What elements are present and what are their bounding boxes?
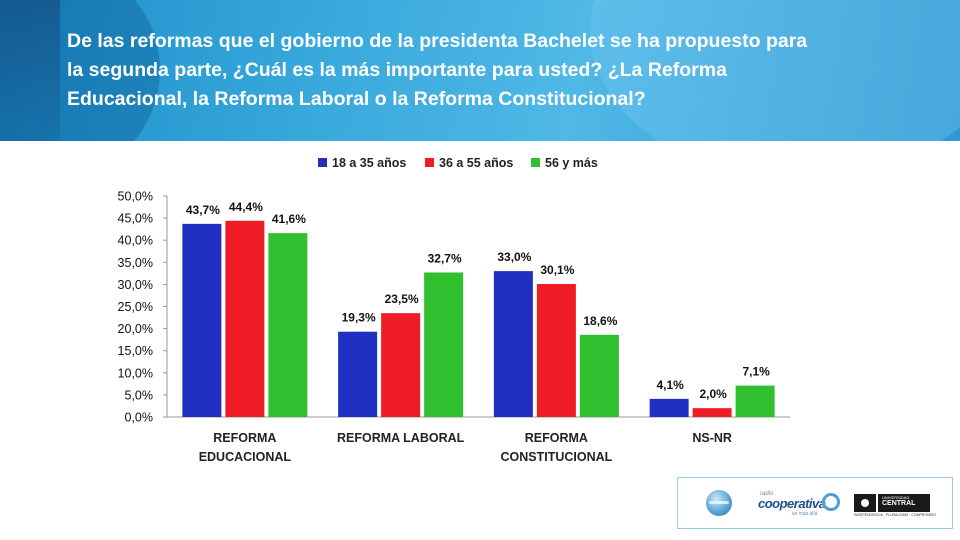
- x-category-label: REFORMA: [213, 431, 276, 445]
- bar: [338, 331, 378, 417]
- bar: [579, 334, 619, 417]
- university-logo-bar: [878, 494, 930, 512]
- x-category-label: REFORMA LABORAL: [337, 431, 465, 445]
- y-tick-label: 50,0%: [118, 190, 153, 204]
- x-category-label: CONSTITUCIONAL: [500, 450, 612, 464]
- bar: [225, 220, 265, 417]
- globe-logo-icon: [706, 490, 732, 516]
- data-label: 30,1%: [540, 263, 574, 277]
- universidad-central-logo: UNIVERSIDAD CENTRAL INDEPENDENCIA · PLUR…: [854, 492, 938, 518]
- header-decoration: [0, 0, 60, 141]
- y-tick-label: 30,0%: [118, 278, 153, 292]
- chart-container: 0,0% 5,0% 10,0% 15,0% 20,0% 25,0% 30,0% 35,0% 40…: [0, 141, 960, 481]
- cooperativa-logo-small: radio: [760, 491, 774, 497]
- data-label: 32,7%: [428, 251, 462, 265]
- bar: [493, 271, 533, 417]
- cooperativa-logo-tagline: se más allá: [792, 511, 818, 517]
- university-logo-small: UNIVERSIDAD: [882, 495, 910, 500]
- data-label: 43,7%: [186, 203, 220, 217]
- header-decoration: [590, 0, 960, 141]
- y-tick-label: 0,0%: [125, 411, 154, 425]
- cooperativa-ring-icon: [822, 493, 840, 511]
- x-category-label: REFORMA: [525, 431, 588, 445]
- legend-swatch: [531, 158, 540, 167]
- data-label: 2,0%: [699, 387, 727, 401]
- legend-label: 36 a 55 años: [439, 156, 513, 170]
- legend-swatch: [425, 158, 434, 167]
- bar: [182, 223, 222, 417]
- y-tick-label: 5,0%: [125, 388, 154, 402]
- university-seal-icon: [854, 494, 876, 512]
- data-label: 7,1%: [742, 365, 770, 379]
- y-tick-label: 40,0%: [118, 234, 153, 248]
- y-tick-label: 35,0%: [118, 256, 153, 270]
- y-tick-label: 10,0%: [118, 366, 153, 380]
- bar-chart: 0,0% 5,0% 10,0% 15,0% 20,0% 25,0% 30,0% 35,0% 40…: [118, 156, 790, 464]
- data-label: 41,6%: [272, 212, 306, 226]
- y-tick-label: 25,0%: [118, 300, 153, 314]
- cooperativa-logo-text: cooperativa: [758, 496, 826, 511]
- x-category-label: NS-NR: [692, 431, 732, 445]
- data-label: 44,4%: [229, 200, 263, 214]
- data-label: 18,6%: [583, 314, 617, 328]
- data-label: 19,3%: [342, 311, 376, 325]
- bar: [381, 313, 421, 417]
- logos-footer: radio cooperativa se más allá UNIVERSIDA…: [677, 477, 953, 529]
- y-tick-label: 15,0%: [118, 344, 153, 358]
- legend-label: 18 a 35 años: [332, 156, 406, 170]
- data-label: 23,5%: [385, 292, 419, 306]
- header-banner: De las reformas que el gobierno de la pr…: [0, 0, 960, 141]
- data-label: 33,0%: [497, 250, 531, 264]
- x-category-label: EDUCACIONAL: [199, 450, 292, 464]
- university-logo-name: CENTRAL: [882, 500, 916, 507]
- bar: [649, 398, 689, 417]
- bar: [268, 233, 308, 417]
- bar: [692, 408, 732, 417]
- legend-label: 56 y más: [545, 156, 598, 170]
- cooperativa-logo: radio cooperativa se más allá: [758, 491, 846, 519]
- bar: [536, 283, 576, 417]
- university-logo-tagline: INDEPENDENCIA · PLURALISMO · COMPROMISO: [854, 513, 937, 517]
- legend-swatch: [318, 158, 327, 167]
- bar: [424, 272, 464, 417]
- page-title: De las reformas que el gobierno de la pr…: [67, 30, 808, 110]
- y-tick-label: 20,0%: [118, 322, 153, 336]
- data-label: 4,1%: [656, 378, 684, 392]
- bar: [735, 385, 775, 417]
- y-tick-label: 45,0%: [118, 212, 153, 226]
